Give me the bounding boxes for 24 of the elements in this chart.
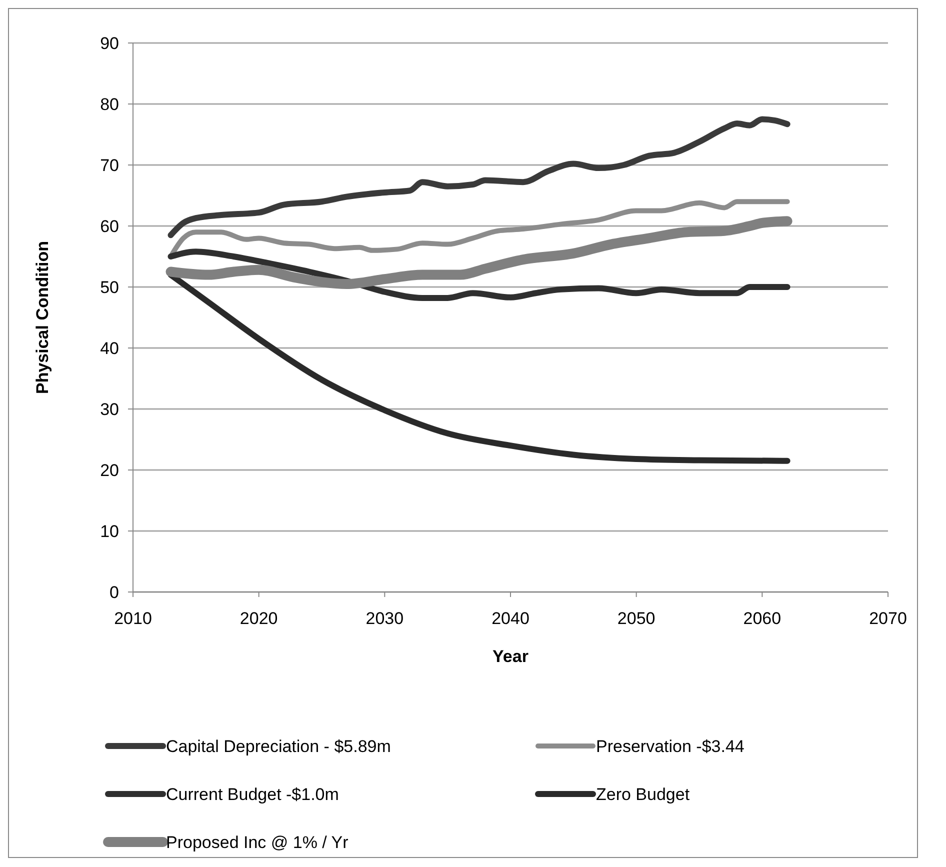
y-tick-label: 50 (100, 278, 119, 297)
x-axis-title: Year (492, 647, 529, 666)
x-tick-label: 2020 (240, 609, 278, 628)
y-tick-label: 10 (100, 522, 119, 541)
x-tick-label: 2030 (366, 609, 404, 628)
x-tick-label: 2050 (617, 609, 656, 628)
y-tick-label: 90 (100, 34, 119, 53)
y-axis-title: Physical Condition (33, 240, 52, 394)
x-tick-label: 2060 (743, 609, 782, 628)
x-tick-label: 2010 (114, 609, 152, 628)
y-tick-label: 60 (100, 216, 119, 236)
y-tick-label: 80 (100, 94, 119, 114)
y-tick-label: 20 (100, 460, 119, 480)
legend-label: Proposed Inc @ 1% / Yr (166, 832, 349, 852)
y-tick-label: 0 (110, 582, 119, 602)
y-tick-label: 40 (100, 338, 119, 358)
x-tick-label: 2070 (869, 609, 907, 628)
y-tick-label: 30 (100, 400, 119, 419)
x-tick-label: 2040 (492, 609, 530, 628)
legend-label: Zero Budget (596, 784, 690, 804)
y-tick-label: 70 (100, 156, 119, 175)
legend-label: Preservation -$3.44 (596, 736, 744, 756)
legend-label: Current Budget -$1.0m (166, 784, 339, 804)
legend-label: Capital Depreciation - $5.89m (166, 736, 391, 756)
